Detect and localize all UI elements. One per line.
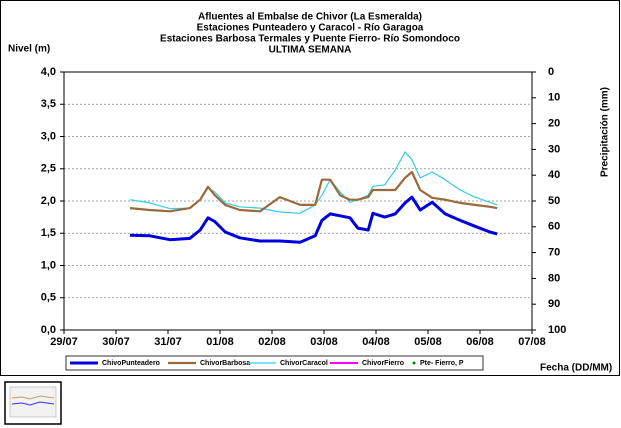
x-tick-label: 01/08 xyxy=(206,336,234,348)
y2-tick-label: 90 xyxy=(548,298,560,310)
plot-frame xyxy=(63,71,533,331)
x-tick-label: 31/07 xyxy=(154,336,182,348)
legend-label: Pte- Fierro, P xyxy=(420,360,464,367)
x-tick-label: 04/08 xyxy=(362,336,390,348)
y2-tick-label: 20 xyxy=(548,118,560,130)
chart-subtitle: Estaciones Barbosa Termales y Puente Fie… xyxy=(160,34,460,45)
chart-subtitle: ULTIMA SEMANA xyxy=(269,45,352,56)
y2-tick-label: 60 xyxy=(548,221,560,233)
y-tick-label: 2,5 xyxy=(41,163,56,175)
y2-tick-label: 70 xyxy=(548,247,560,259)
thumbnail-plot xyxy=(9,386,57,418)
y2-tick-label: 40 xyxy=(548,169,560,181)
legend-label: ChivorBarbosa xyxy=(200,360,250,367)
y-tick-label: 1,0 xyxy=(41,259,56,271)
legend-marker xyxy=(412,361,416,365)
thumbnail-line xyxy=(11,401,55,406)
legend-label: ChivorCaracol xyxy=(280,360,328,367)
series-line xyxy=(129,195,498,244)
thumbnail-line xyxy=(11,395,55,400)
x-tick-label: 06/08 xyxy=(466,336,494,348)
x-tick-label: 30/07 xyxy=(102,336,130,348)
y2-tick-label: 100 xyxy=(548,324,566,336)
y2-tick-label: 0 xyxy=(548,66,554,78)
y-axis-label: Nivel (m) xyxy=(8,44,50,55)
y-tick-label: 3,0 xyxy=(41,130,56,142)
y-tick-label: 3,5 xyxy=(41,98,56,110)
y2-tick-label: 50 xyxy=(548,195,560,207)
y2-tick-label: 30 xyxy=(548,143,560,155)
y-tick-label: 4,0 xyxy=(41,66,56,78)
y2-axis-label: Precipitación (mm) xyxy=(600,87,611,177)
x-axis-label: Fecha (DD/MM) xyxy=(540,363,612,374)
y-tick-label: 1,5 xyxy=(41,227,56,239)
y2-tick-label: 10 xyxy=(548,92,560,104)
x-tick-label: 29/07 xyxy=(50,336,78,348)
y2-tick-label: 80 xyxy=(548,272,560,284)
legend-label: ChivorFierro xyxy=(362,360,404,367)
y-tick-label: 0,5 xyxy=(41,292,56,304)
thumbnail xyxy=(4,381,62,425)
x-tick-label: 03/08 xyxy=(310,336,338,348)
series-line xyxy=(129,170,498,213)
legend-label: ChivoPunteadero xyxy=(102,360,160,367)
x-tick-label: 05/08 xyxy=(414,336,442,348)
chart-frame xyxy=(0,0,620,376)
chart-title: Afluentes al Embalse de Chivor (La Esmer… xyxy=(198,12,422,23)
x-tick-label: 07/08 xyxy=(518,336,546,348)
x-tick-label: 02/08 xyxy=(258,336,286,348)
chart-subtitle: Estaciones Punteadero y Caracol - Río Ga… xyxy=(197,23,424,34)
y-tick-label: 0,0 xyxy=(41,324,56,336)
y-tick-label: 2,0 xyxy=(41,195,56,207)
